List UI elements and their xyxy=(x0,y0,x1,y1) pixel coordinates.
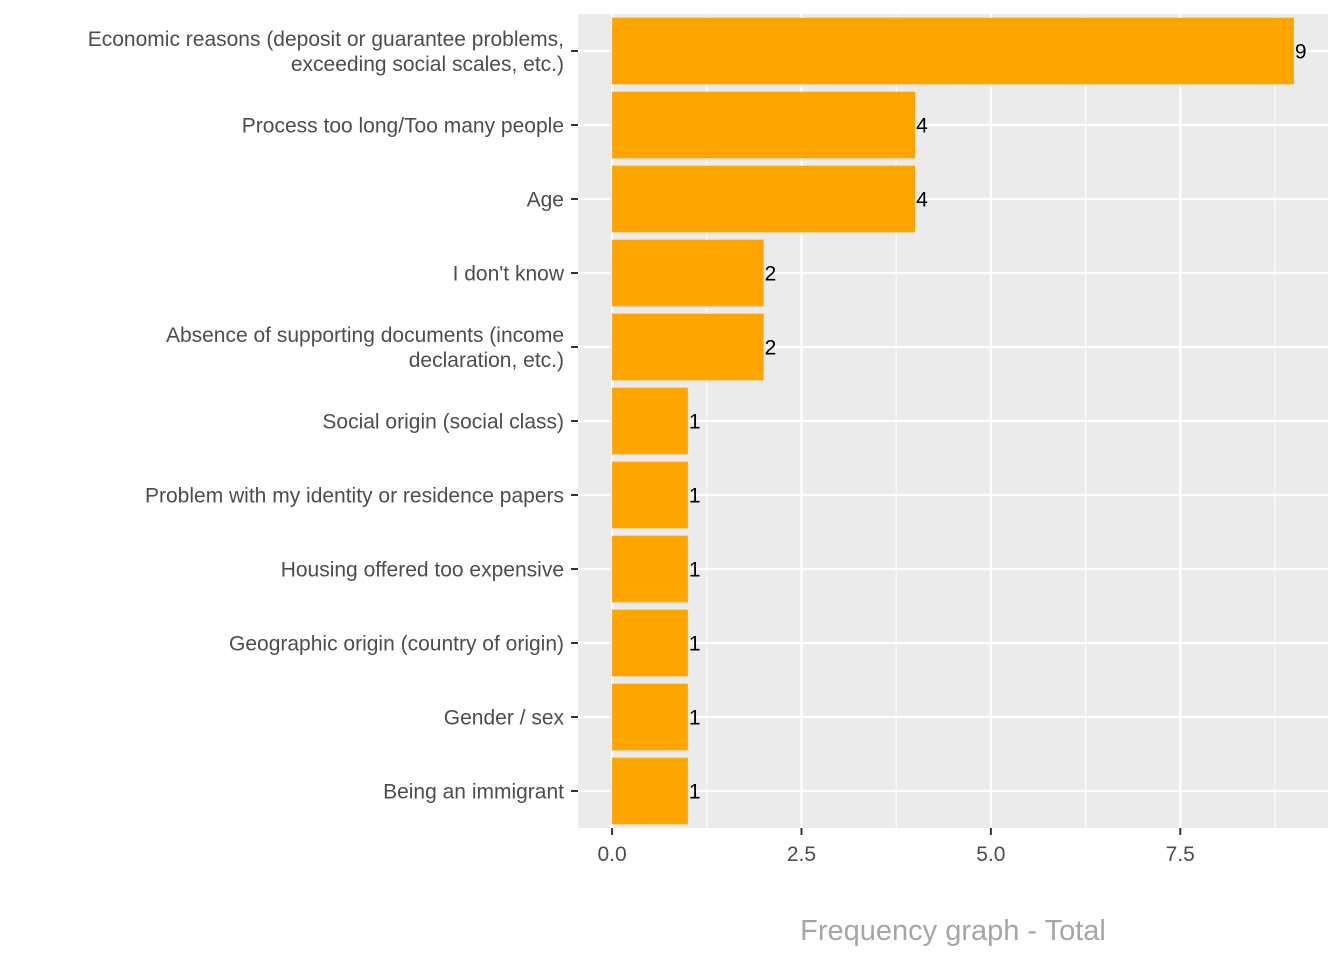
data-label: 4 xyxy=(916,115,928,138)
y-axis: Economic reasons (deposit or guarantee p… xyxy=(88,28,578,804)
y-tick-label-line: Social origin (social class) xyxy=(322,411,564,434)
y-tick-label-line: I don't know xyxy=(453,263,565,286)
y-tick-label-line: Economic reasons (deposit or guarantee p… xyxy=(88,28,564,51)
y-tick-label-line: Geographic origin (country of origin) xyxy=(229,633,564,656)
y-tick-label: Gender / sex xyxy=(444,707,565,730)
x-tick-label: 2.5 xyxy=(787,843,816,866)
data-label: 9 xyxy=(1295,41,1307,64)
data-label: 2 xyxy=(765,263,777,286)
data-labels: 9 4 4 2 2 1 1 1 1 1 1 xyxy=(689,41,1307,804)
data-label: 1 xyxy=(689,633,701,656)
y-tick-label: Problem with my identity or residence pa… xyxy=(145,485,564,508)
data-label: 1 xyxy=(689,411,701,434)
y-tick-label: Absence of supporting documents (income d… xyxy=(166,324,564,372)
bar xyxy=(612,91,916,159)
y-tick-label-line: Housing offered too expensive xyxy=(281,559,564,582)
y-tick-label-line: declaration, etc.) xyxy=(409,349,564,372)
data-label: 2 xyxy=(765,337,777,360)
bar xyxy=(612,165,916,233)
y-tick-label: Age xyxy=(527,189,564,212)
x-tick-label: 7.5 xyxy=(1166,843,1195,866)
y-tick-label: Geographic origin (country of origin) xyxy=(229,633,564,656)
bars xyxy=(612,17,1294,825)
y-tick-label: Economic reasons (deposit or guarantee p… xyxy=(88,28,564,76)
y-tick-label: Process too long/Too many people xyxy=(242,115,564,138)
y-tick-label-line: Absence of supporting documents (income xyxy=(166,324,564,347)
bar xyxy=(612,239,764,307)
bar xyxy=(612,313,764,381)
bar xyxy=(612,609,688,677)
y-tick-label-line: Process too long/Too many people xyxy=(242,115,564,138)
y-tick-label-line: Age xyxy=(527,189,564,212)
x-tick-label: 5.0 xyxy=(976,843,1005,866)
data-label: 1 xyxy=(689,485,701,508)
x-axis-title: Frequency graph - Total xyxy=(800,915,1106,947)
y-tick-label-line: Problem with my identity or residence pa… xyxy=(145,485,564,508)
bar xyxy=(612,535,688,603)
y-tick-label-line: exceeding social scales, etc.) xyxy=(291,53,564,76)
bar xyxy=(612,461,688,529)
x-axis: 0.0 2.5 5.0 7.5 xyxy=(597,828,1195,866)
data-label: 1 xyxy=(689,707,701,730)
x-tick-label: 0.0 xyxy=(597,843,626,866)
y-tick-label-line: Gender / sex xyxy=(444,707,565,730)
data-label: 4 xyxy=(916,189,928,212)
bar xyxy=(612,683,688,751)
y-tick-label: Housing offered too expensive xyxy=(281,559,564,582)
data-label: 1 xyxy=(689,781,701,804)
bar xyxy=(612,17,1294,85)
y-tick-label-line: Being an immigrant xyxy=(383,781,564,804)
y-tick-label: I don't know xyxy=(453,263,565,286)
y-tick-label: Social origin (social class) xyxy=(322,411,564,434)
y-tick-label: Being an immigrant xyxy=(383,781,564,804)
bar xyxy=(612,757,688,825)
data-label: 1 xyxy=(689,559,701,582)
bar xyxy=(612,387,688,455)
